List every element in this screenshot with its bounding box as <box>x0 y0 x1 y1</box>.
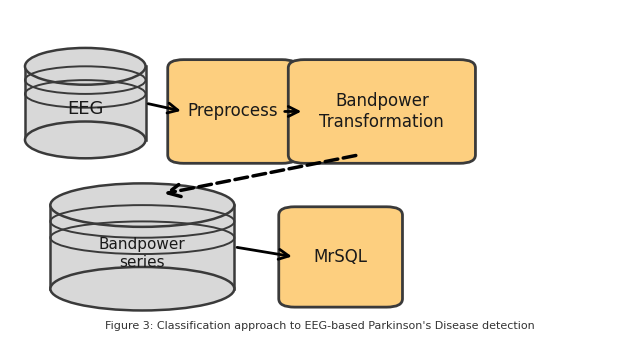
Ellipse shape <box>51 183 234 227</box>
Bar <box>25 66 145 140</box>
Text: Bandpower
Transformation: Bandpower Transformation <box>319 92 444 131</box>
Text: Preprocess: Preprocess <box>188 102 278 120</box>
FancyBboxPatch shape <box>288 59 476 163</box>
FancyBboxPatch shape <box>168 59 298 163</box>
Ellipse shape <box>51 267 234 310</box>
Ellipse shape <box>25 121 145 158</box>
Ellipse shape <box>25 48 145 85</box>
Bar <box>51 205 234 289</box>
FancyBboxPatch shape <box>279 207 403 307</box>
Text: EEG: EEG <box>67 100 104 118</box>
Text: Bandpower
series: Bandpower series <box>99 237 186 270</box>
Text: MrSQL: MrSQL <box>314 248 367 266</box>
Text: Figure 3: Classification approach to EEG-based Parkinson's Disease detection: Figure 3: Classification approach to EEG… <box>105 321 535 330</box>
